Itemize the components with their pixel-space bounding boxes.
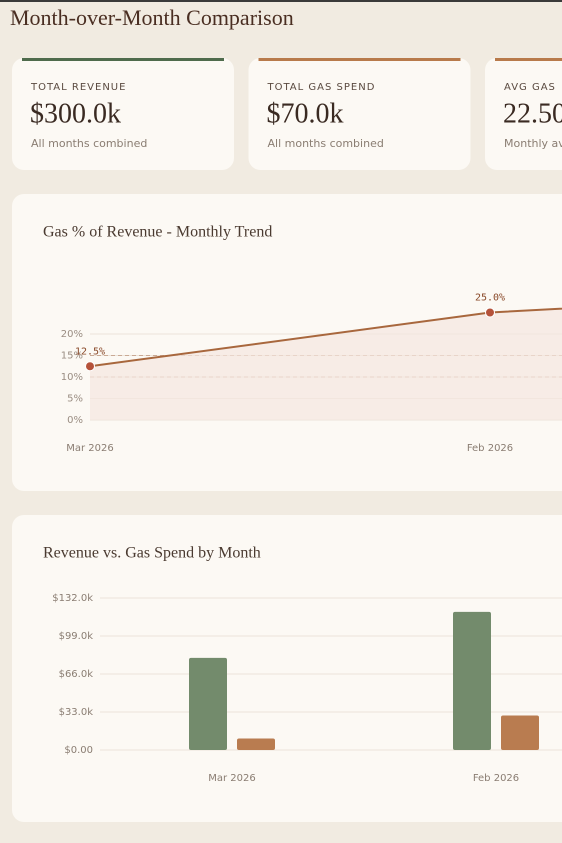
chart-title: Gas % of Revenue - Monthly Trend	[43, 224, 272, 241]
y-tick-label: $0.00	[64, 745, 93, 756]
card-value: 22.50	[503, 98, 562, 129]
y-tick-label: $66.0k	[59, 669, 94, 680]
y-tick-label: $33.0k	[59, 707, 94, 718]
bar	[189, 657, 227, 750]
chart-card	[12, 515, 562, 822]
card	[12, 58, 234, 170]
x-tick-label: Feb 2026	[467, 443, 513, 454]
card-note: All months combined	[31, 137, 147, 150]
x-tick-label: Feb 2026	[473, 773, 519, 784]
point	[85, 361, 95, 372]
top-rule	[0, 0, 562, 2]
point	[485, 307, 495, 318]
page-title: Month-over-Month Comparison	[10, 5, 294, 30]
x-tick-label: Mar 2026	[208, 773, 256, 784]
card-value: $300.0k	[30, 98, 121, 129]
chart-title: Revenue vs. Gas Spend by Month	[43, 545, 261, 562]
y-tick-label: $99.0k	[59, 631, 94, 642]
card-label: TOTAL REVENUE	[30, 82, 126, 93]
y-tick-label: 5%	[67, 394, 83, 405]
value-label: 25.0%	[475, 293, 505, 304]
card	[248, 58, 471, 170]
bar	[501, 715, 539, 750]
value-label: 12.5%	[75, 346, 105, 357]
x-tick-label: Mar 2026	[66, 443, 114, 454]
area	[90, 308, 562, 420]
card-note: Monthly av	[504, 137, 562, 150]
y-tick-label: 15%	[61, 351, 83, 362]
card-value: $70.0k	[267, 98, 344, 129]
y-tick-label: 10%	[61, 372, 83, 383]
card-label: AVG GAS	[504, 82, 556, 93]
bar-chart: Revenue vs. Gas Spend by Month $0.00 $33.0…	[43, 545, 562, 784]
bar	[237, 738, 275, 750]
card	[485, 58, 562, 170]
y-tick-label: 0%	[67, 415, 83, 426]
bar	[453, 611, 491, 750]
line-chart: Gas % of Revenue - Monthly Trend 0% 5% 10% 1…	[43, 224, 562, 454]
card-note: All months combined	[268, 137, 384, 150]
kpi-cards: TOTAL REVENUE $300.0k All months combined T…	[12, 58, 562, 170]
y-tick-label: 20%	[61, 329, 83, 340]
card-label: TOTAL GAS SPEND	[267, 82, 376, 93]
y-tick-label: $132.0k	[52, 593, 93, 604]
